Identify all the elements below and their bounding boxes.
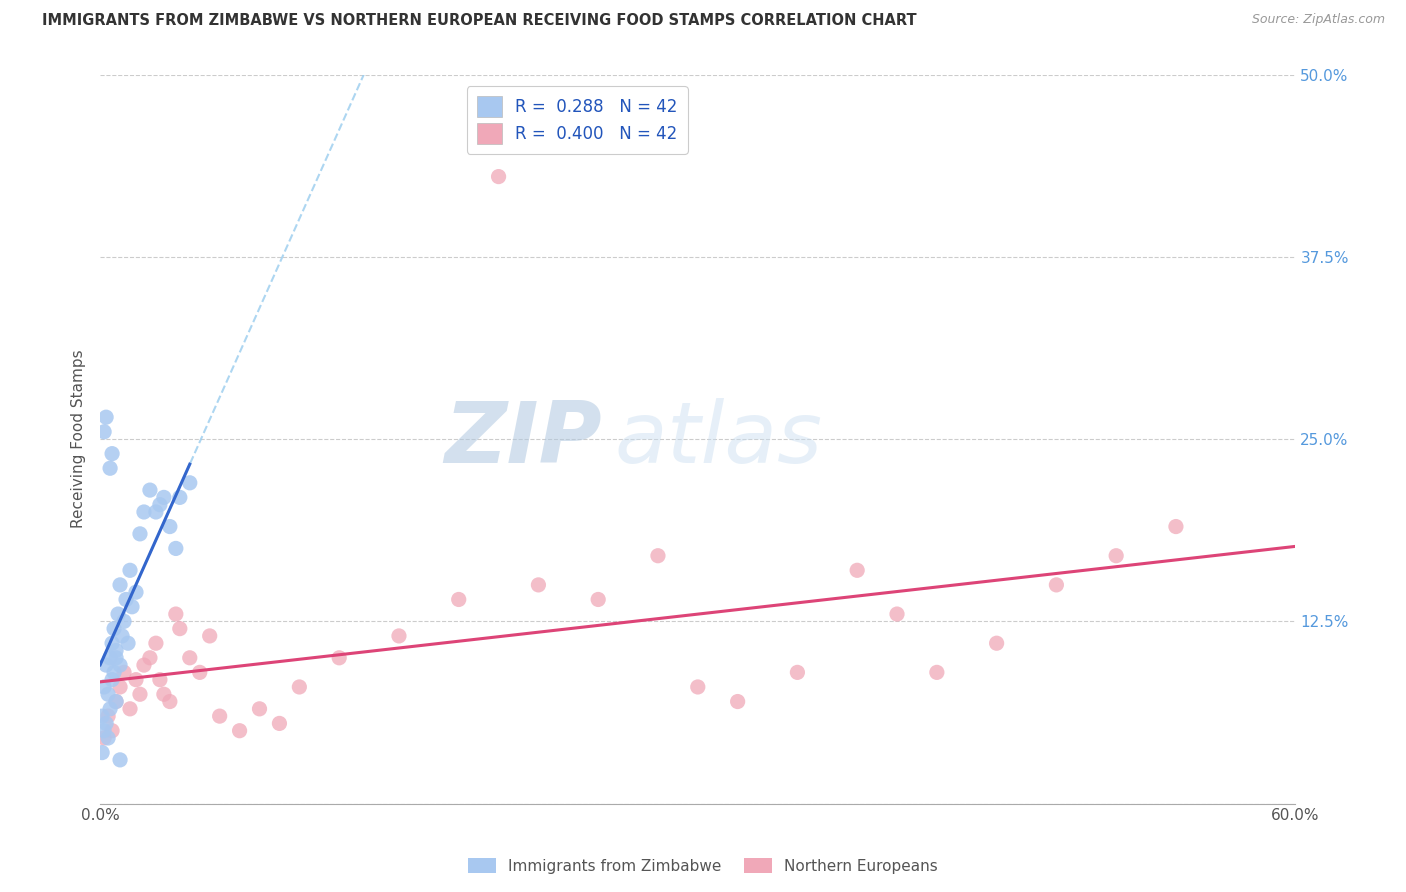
Point [159,694,181,708]
Point [179,475,201,490]
Point [118,702,141,716]
Point [149,673,172,687]
Point [159,519,181,533]
Point [97,687,120,701]
Point [165,541,187,556]
Point [169,622,191,636]
Point [986,636,1008,650]
Text: ZIP: ZIP [444,398,602,481]
Point [105,694,128,708]
Point [94,716,117,731]
Point [108,658,131,673]
Point [94,658,117,673]
Point [179,650,201,665]
Point [488,169,510,184]
Y-axis label: Receiving Food Stamps: Receiving Food Stamps [72,350,86,528]
Point [98,650,121,665]
Point [198,629,221,643]
Point [228,723,250,738]
Point [91,746,114,760]
Point [208,709,231,723]
Point [108,578,131,592]
Text: IMMIGRANTS FROM ZIMBABWE VS NORTHERN EUROPEAN RECEIVING FOOD STAMPS CORRELATION : IMMIGRANTS FROM ZIMBABWE VS NORTHERN EUR… [42,13,917,29]
Point [112,665,135,680]
Point [129,526,152,541]
Point [132,658,155,673]
Point [108,753,131,767]
Point [925,665,948,680]
Point [153,687,176,701]
Point [447,592,470,607]
Point [118,563,141,577]
Text: Source: ZipAtlas.com: Source: ZipAtlas.com [1251,13,1385,27]
Point [388,629,411,643]
Point [169,491,191,505]
Point [139,650,162,665]
Point [586,592,609,607]
Point [97,709,120,723]
Point [97,731,120,745]
Text: atlas: atlas [614,398,823,481]
Point [269,716,291,731]
Point [1105,549,1128,563]
Point [107,607,129,621]
Point [145,636,167,650]
Point [527,578,550,592]
Legend: Immigrants from Zimbabwe, Northern Europeans: Immigrants from Zimbabwe, Northern Europ… [463,852,943,880]
Point [145,505,167,519]
Point [93,425,115,439]
Point [101,723,124,738]
Point [786,665,808,680]
Point [112,615,135,629]
Point [647,549,669,563]
Point [105,650,128,665]
Point [117,636,139,650]
Point [105,643,128,657]
Point [129,687,152,701]
Point [165,607,187,621]
Point [101,673,124,687]
Point [132,505,155,519]
Point [93,731,115,745]
Point [686,680,709,694]
Point [846,563,869,577]
Point [1164,519,1187,533]
Point [1045,578,1067,592]
Point [288,680,311,694]
Legend: R =  0.288   N = 42, R =  0.400   N = 42: R = 0.288 N = 42, R = 0.400 N = 42 [467,87,688,153]
Point [727,694,749,708]
Point [103,665,125,680]
Point [139,483,162,497]
Point [101,636,124,650]
Point [121,599,143,614]
Point [188,665,211,680]
Point [93,723,115,738]
Point [149,498,172,512]
Point [153,491,176,505]
Point [105,694,128,708]
Point [115,592,138,607]
Point [94,410,117,425]
Point [101,447,124,461]
Point [249,702,271,716]
Point [98,461,121,475]
Point [91,709,114,723]
Point [125,585,148,599]
Point [103,622,125,636]
Point [886,607,908,621]
Point [328,650,350,665]
Point [98,702,121,716]
Point [93,680,115,694]
Point [111,629,134,643]
Point [125,673,148,687]
Point [108,680,131,694]
